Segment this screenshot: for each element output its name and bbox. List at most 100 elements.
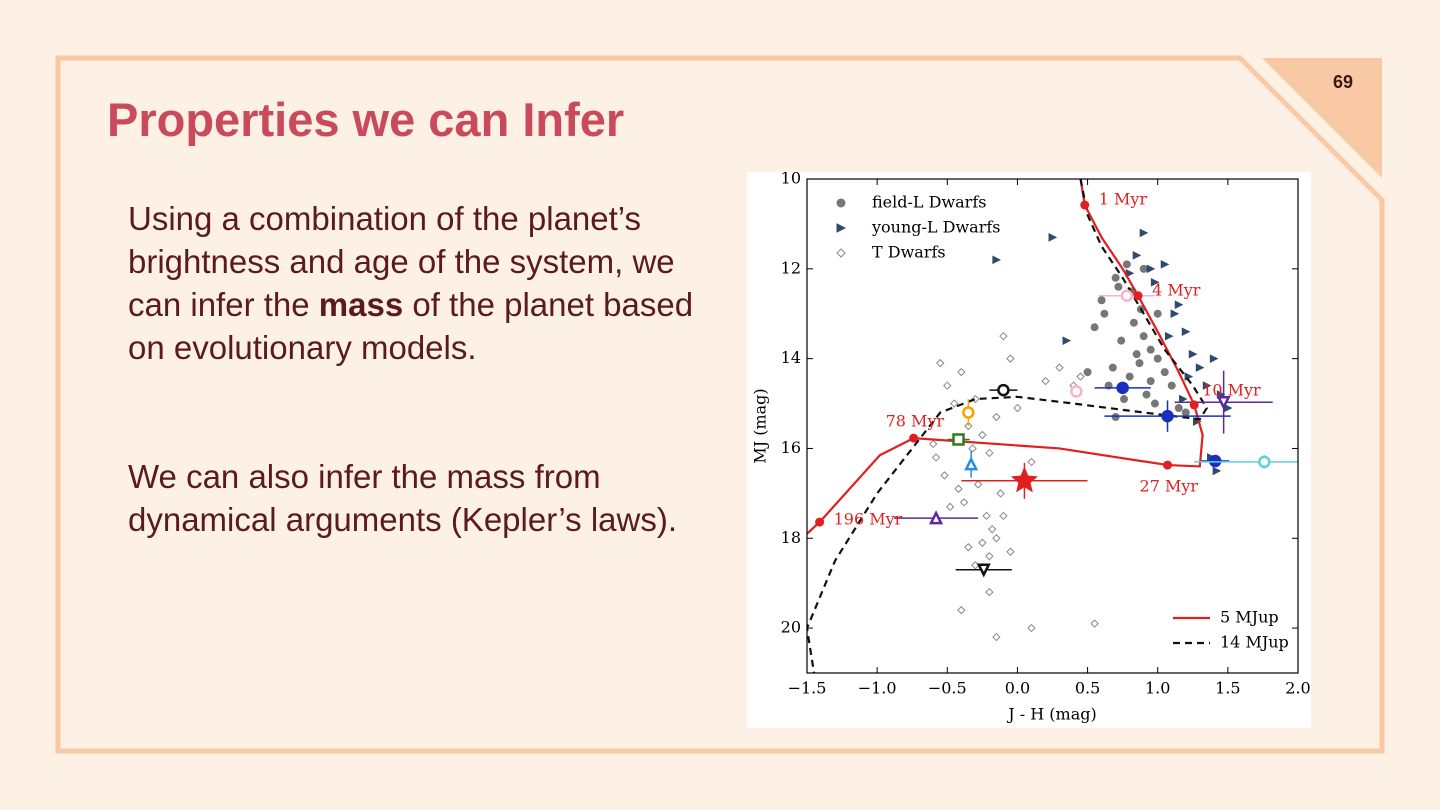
point <box>1160 368 1169 377</box>
point <box>1129 318 1138 327</box>
point <box>1139 264 1148 273</box>
point <box>1055 363 1064 372</box>
point <box>1139 228 1149 238</box>
point <box>971 394 980 404</box>
text: We can also infer the mass from dynamica… <box>128 458 677 538</box>
age-point <box>1080 200 1090 210</box>
plot-area <box>807 179 1298 673</box>
point <box>1135 359 1144 368</box>
slide-title: Properties we can Infer <box>107 93 625 146</box>
point <box>1090 323 1099 332</box>
point <box>964 543 973 552</box>
object-marker <box>976 563 991 578</box>
point <box>1174 404 1183 413</box>
point <box>1048 233 1058 242</box>
age-label: 4 Myr <box>1152 280 1201 299</box>
point <box>943 381 952 390</box>
point <box>999 511 1008 521</box>
point <box>1027 457 1036 467</box>
point <box>1195 363 1205 372</box>
y-tick-label: 14 <box>781 348 801 367</box>
object-marker <box>1216 395 1231 410</box>
point <box>999 331 1008 341</box>
y-tick-label: 12 <box>781 258 801 277</box>
point <box>1188 349 1198 359</box>
point <box>1132 350 1141 359</box>
paragraph: We can also infer the mass from dynamica… <box>128 455 708 541</box>
y-tick-label: 16 <box>781 438 801 457</box>
legend-marker <box>836 223 847 233</box>
legend-label: 14 MJup <box>1220 633 1289 652</box>
age-point <box>1163 460 1173 470</box>
point <box>964 421 973 431</box>
text: of the planet based on evolutionary mode… <box>128 286 694 366</box>
point <box>1111 273 1120 282</box>
point <box>1062 336 1072 345</box>
page-number: 69 <box>1332 72 1354 92</box>
legend-marker <box>836 198 846 208</box>
age-point <box>1189 400 1199 410</box>
point <box>1160 260 1170 269</box>
point <box>1146 264 1156 274</box>
point <box>936 358 945 368</box>
point <box>996 489 1005 498</box>
point <box>1090 619 1099 628</box>
corner-fold <box>1262 58 1382 178</box>
point <box>1164 331 1174 341</box>
point <box>931 453 941 462</box>
chart: −1.5 −1.0 −0.5 0.0 0.5 1.0 1.5 2.0 10 12 14 16 18 20 J… <box>747 172 1311 728</box>
age-label: 27 Myr <box>1140 477 1199 496</box>
point <box>985 587 994 597</box>
point <box>973 480 983 489</box>
age-point <box>1133 291 1143 301</box>
point <box>1100 309 1109 318</box>
object-marker <box>1070 385 1083 398</box>
frame-border <box>55 55 1385 754</box>
legend-marker <box>836 248 846 258</box>
point <box>1212 466 1222 476</box>
legend-label: 5 MJup <box>1220 608 1279 627</box>
point <box>1013 403 1022 413</box>
object-marker <box>952 433 965 446</box>
x-axis-label: J - H (mag) <box>1006 705 1096 724</box>
point <box>945 502 955 512</box>
point <box>1146 377 1155 386</box>
age-label: 10 Myr <box>1202 380 1261 399</box>
point <box>1122 260 1131 269</box>
legend-label: young-L Dwarfs <box>871 218 1000 237</box>
point <box>968 444 977 453</box>
point <box>1174 300 1184 310</box>
y-tick-label: 18 <box>781 528 801 547</box>
point <box>1178 394 1188 404</box>
point <box>992 255 1002 265</box>
point <box>1108 363 1117 372</box>
point <box>987 525 997 534</box>
point <box>1142 390 1151 399</box>
point <box>1181 327 1191 336</box>
point <box>957 367 966 377</box>
y-axis-label: MJ (mag) <box>751 388 770 463</box>
legend-label: T Dwarfs <box>872 243 946 262</box>
point <box>1150 277 1160 287</box>
point <box>992 412 1001 422</box>
point <box>978 538 987 547</box>
y-tick-label: 10 <box>781 172 801 188</box>
point <box>982 511 991 521</box>
curve <box>807 179 1209 673</box>
bold-text: mass <box>318 286 404 323</box>
age-label: 78 Myr <box>886 412 945 431</box>
point <box>1153 354 1162 363</box>
point <box>1111 413 1120 422</box>
x-tick-label: 1.0 <box>1145 679 1170 698</box>
point <box>1027 623 1036 633</box>
point <box>1170 309 1180 319</box>
plot-frame <box>806 178 1299 674</box>
point <box>1006 547 1015 556</box>
point <box>1146 345 1155 354</box>
point <box>1202 381 1212 390</box>
point <box>1153 309 1162 318</box>
point <box>957 605 966 615</box>
point <box>940 471 949 480</box>
age-point <box>815 517 825 527</box>
